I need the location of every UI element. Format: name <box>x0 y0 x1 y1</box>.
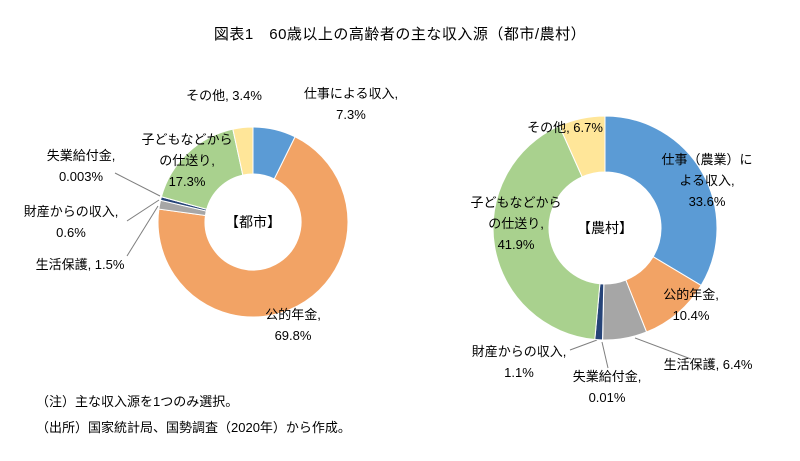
donut-segment <box>558 115 606 178</box>
donut-segment <box>492 125 601 341</box>
label-rural-property-income: 財産からの収入, 1.1% <box>471 344 567 380</box>
leader-line <box>126 205 159 257</box>
urban-center-label: 【都市】 <box>225 214 281 230</box>
note-source: （出所）国家統計局、国勢調査（2020年）から作成。 <box>36 420 351 435</box>
label-rural-welfare: 生活保護, 6.4% <box>663 357 753 372</box>
label-urban-unemployment-benefit: 失業給付金, 0.003% <box>46 148 116 184</box>
label-urban-public-pension: 公的年金, 69.8% <box>265 307 321 343</box>
chart-title: 図表1 60歳以上の高齢者の主な収入源（都市/農村） <box>213 26 587 43</box>
donut-segment <box>232 126 254 176</box>
label-rural-farm-work-income: 仕事（農業）に よる収入, 33.6% <box>661 152 753 209</box>
leader-line <box>114 172 161 197</box>
label-urban-other: その他, 3.4% <box>186 88 262 103</box>
leader-line <box>126 199 160 222</box>
label-urban-work-income: 仕事による収入, 7.3% <box>303 86 399 122</box>
label-rural-children-remittance: 子どもなどから の仕送り, 41.9% <box>470 195 562 252</box>
label-urban-children-remittance: 子どもなどから の仕送り, 17.3% <box>141 132 233 189</box>
label-rural-public-pension: 公的年金, 10.4% <box>663 287 719 323</box>
note-selection: （注）主な収入源を1つのみ選択。 <box>36 394 239 409</box>
donut-segment <box>157 136 349 318</box>
leader-line <box>634 337 692 360</box>
label-rural-unemployment-benefit: 失業給付金, 0.01% <box>572 369 642 405</box>
donut-segment <box>604 115 718 287</box>
rural-donut-chart <box>492 115 718 369</box>
label-urban-welfare: 生活保護, 1.5% <box>35 257 125 272</box>
rural-center-label: 【農村】 <box>577 220 633 236</box>
leader-line <box>601 341 609 369</box>
urban-donut-chart <box>114 126 349 318</box>
leader-line <box>569 339 598 351</box>
label-rural-other: その他, 6.7% <box>527 120 603 135</box>
label-urban-property-income: 財産からの収入, 0.6% <box>23 204 119 240</box>
